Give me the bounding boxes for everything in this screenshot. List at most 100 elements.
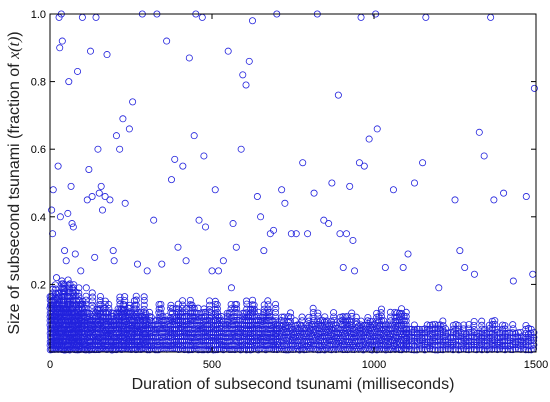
data-point (179, 308, 187, 316)
data-point (357, 337, 365, 345)
data-point (501, 346, 509, 354)
data-point (447, 341, 455, 349)
data-point (242, 81, 250, 89)
data-point (70, 281, 78, 289)
data-point (486, 333, 494, 341)
data-point (237, 329, 245, 337)
data-point (65, 78, 73, 86)
data-point (341, 345, 349, 353)
data-point (481, 329, 489, 337)
plot-frame (49, 13, 537, 353)
data-point (314, 346, 322, 354)
data-point (239, 313, 247, 321)
x-tick-label: 0 (47, 359, 53, 371)
data-point (74, 325, 82, 333)
data-point (214, 267, 222, 275)
data-point (68, 288, 76, 296)
data-point (470, 338, 478, 346)
data-point (368, 325, 376, 333)
data-point (490, 196, 498, 204)
data-point (318, 341, 326, 349)
data-point (461, 263, 469, 271)
data-point (158, 260, 166, 268)
data-point (378, 316, 386, 324)
data-point (530, 329, 538, 337)
data-point (208, 267, 216, 275)
data-point (130, 305, 138, 313)
data-point (486, 338, 494, 346)
data-point (88, 193, 96, 201)
data-point (64, 276, 72, 284)
data-point (366, 333, 374, 341)
data-point (336, 329, 344, 337)
data-point (398, 317, 406, 325)
y-tick-label: 1.0 (31, 9, 46, 21)
data-point (88, 309, 96, 317)
data-point (71, 250, 79, 258)
data-point (235, 338, 243, 346)
data-point (500, 189, 508, 197)
data-point (309, 337, 317, 345)
data-point (126, 304, 134, 312)
data-point (198, 337, 206, 345)
data-point (509, 325, 517, 333)
data-point (377, 325, 385, 333)
data-point (384, 321, 392, 329)
data-point (245, 57, 253, 65)
data-point (314, 337, 322, 345)
data-point (169, 337, 177, 345)
data-point (146, 308, 154, 316)
data-point (499, 337, 507, 345)
data-point (89, 293, 97, 301)
data-point (480, 152, 488, 160)
data-point (465, 321, 473, 329)
x-axis-title: Duration of subsecond tsunami (milliseco… (132, 376, 455, 393)
data-point (342, 230, 350, 238)
data-point (470, 317, 478, 325)
data-point (190, 304, 198, 312)
data-point (134, 345, 142, 353)
data-point (215, 317, 223, 325)
data-point (284, 337, 292, 345)
data-point (352, 318, 360, 326)
data-point (132, 301, 140, 309)
data-point (435, 284, 443, 292)
data-point (373, 329, 381, 337)
data-point (213, 301, 221, 309)
data-point (496, 329, 504, 337)
data-point (49, 230, 57, 238)
data-point (350, 337, 358, 345)
data-point (396, 330, 404, 338)
data-point (132, 292, 140, 300)
data-point (59, 280, 67, 288)
data-point (511, 329, 519, 337)
data-point (159, 312, 167, 320)
data-point (184, 333, 192, 341)
data-point (140, 296, 148, 304)
data-point (343, 341, 351, 349)
data-point (499, 321, 507, 329)
data-point (460, 321, 468, 329)
data-point (75, 292, 83, 300)
data-point (250, 301, 258, 309)
data-point (345, 338, 353, 346)
data-point (298, 313, 306, 321)
data-point (323, 321, 331, 329)
data-point (494, 334, 502, 342)
data-point (522, 193, 530, 201)
data-point (119, 115, 127, 123)
data-point (287, 230, 295, 238)
data-point (366, 325, 374, 333)
data-point (370, 329, 378, 337)
data-point (75, 284, 83, 292)
data-point (266, 325, 274, 333)
data-point (171, 341, 179, 349)
data-point (60, 285, 68, 293)
data-point (386, 308, 394, 316)
data-point (470, 270, 478, 278)
data-point (395, 346, 403, 354)
data-point (85, 165, 93, 173)
data-point (522, 337, 530, 345)
data-point (501, 329, 509, 337)
